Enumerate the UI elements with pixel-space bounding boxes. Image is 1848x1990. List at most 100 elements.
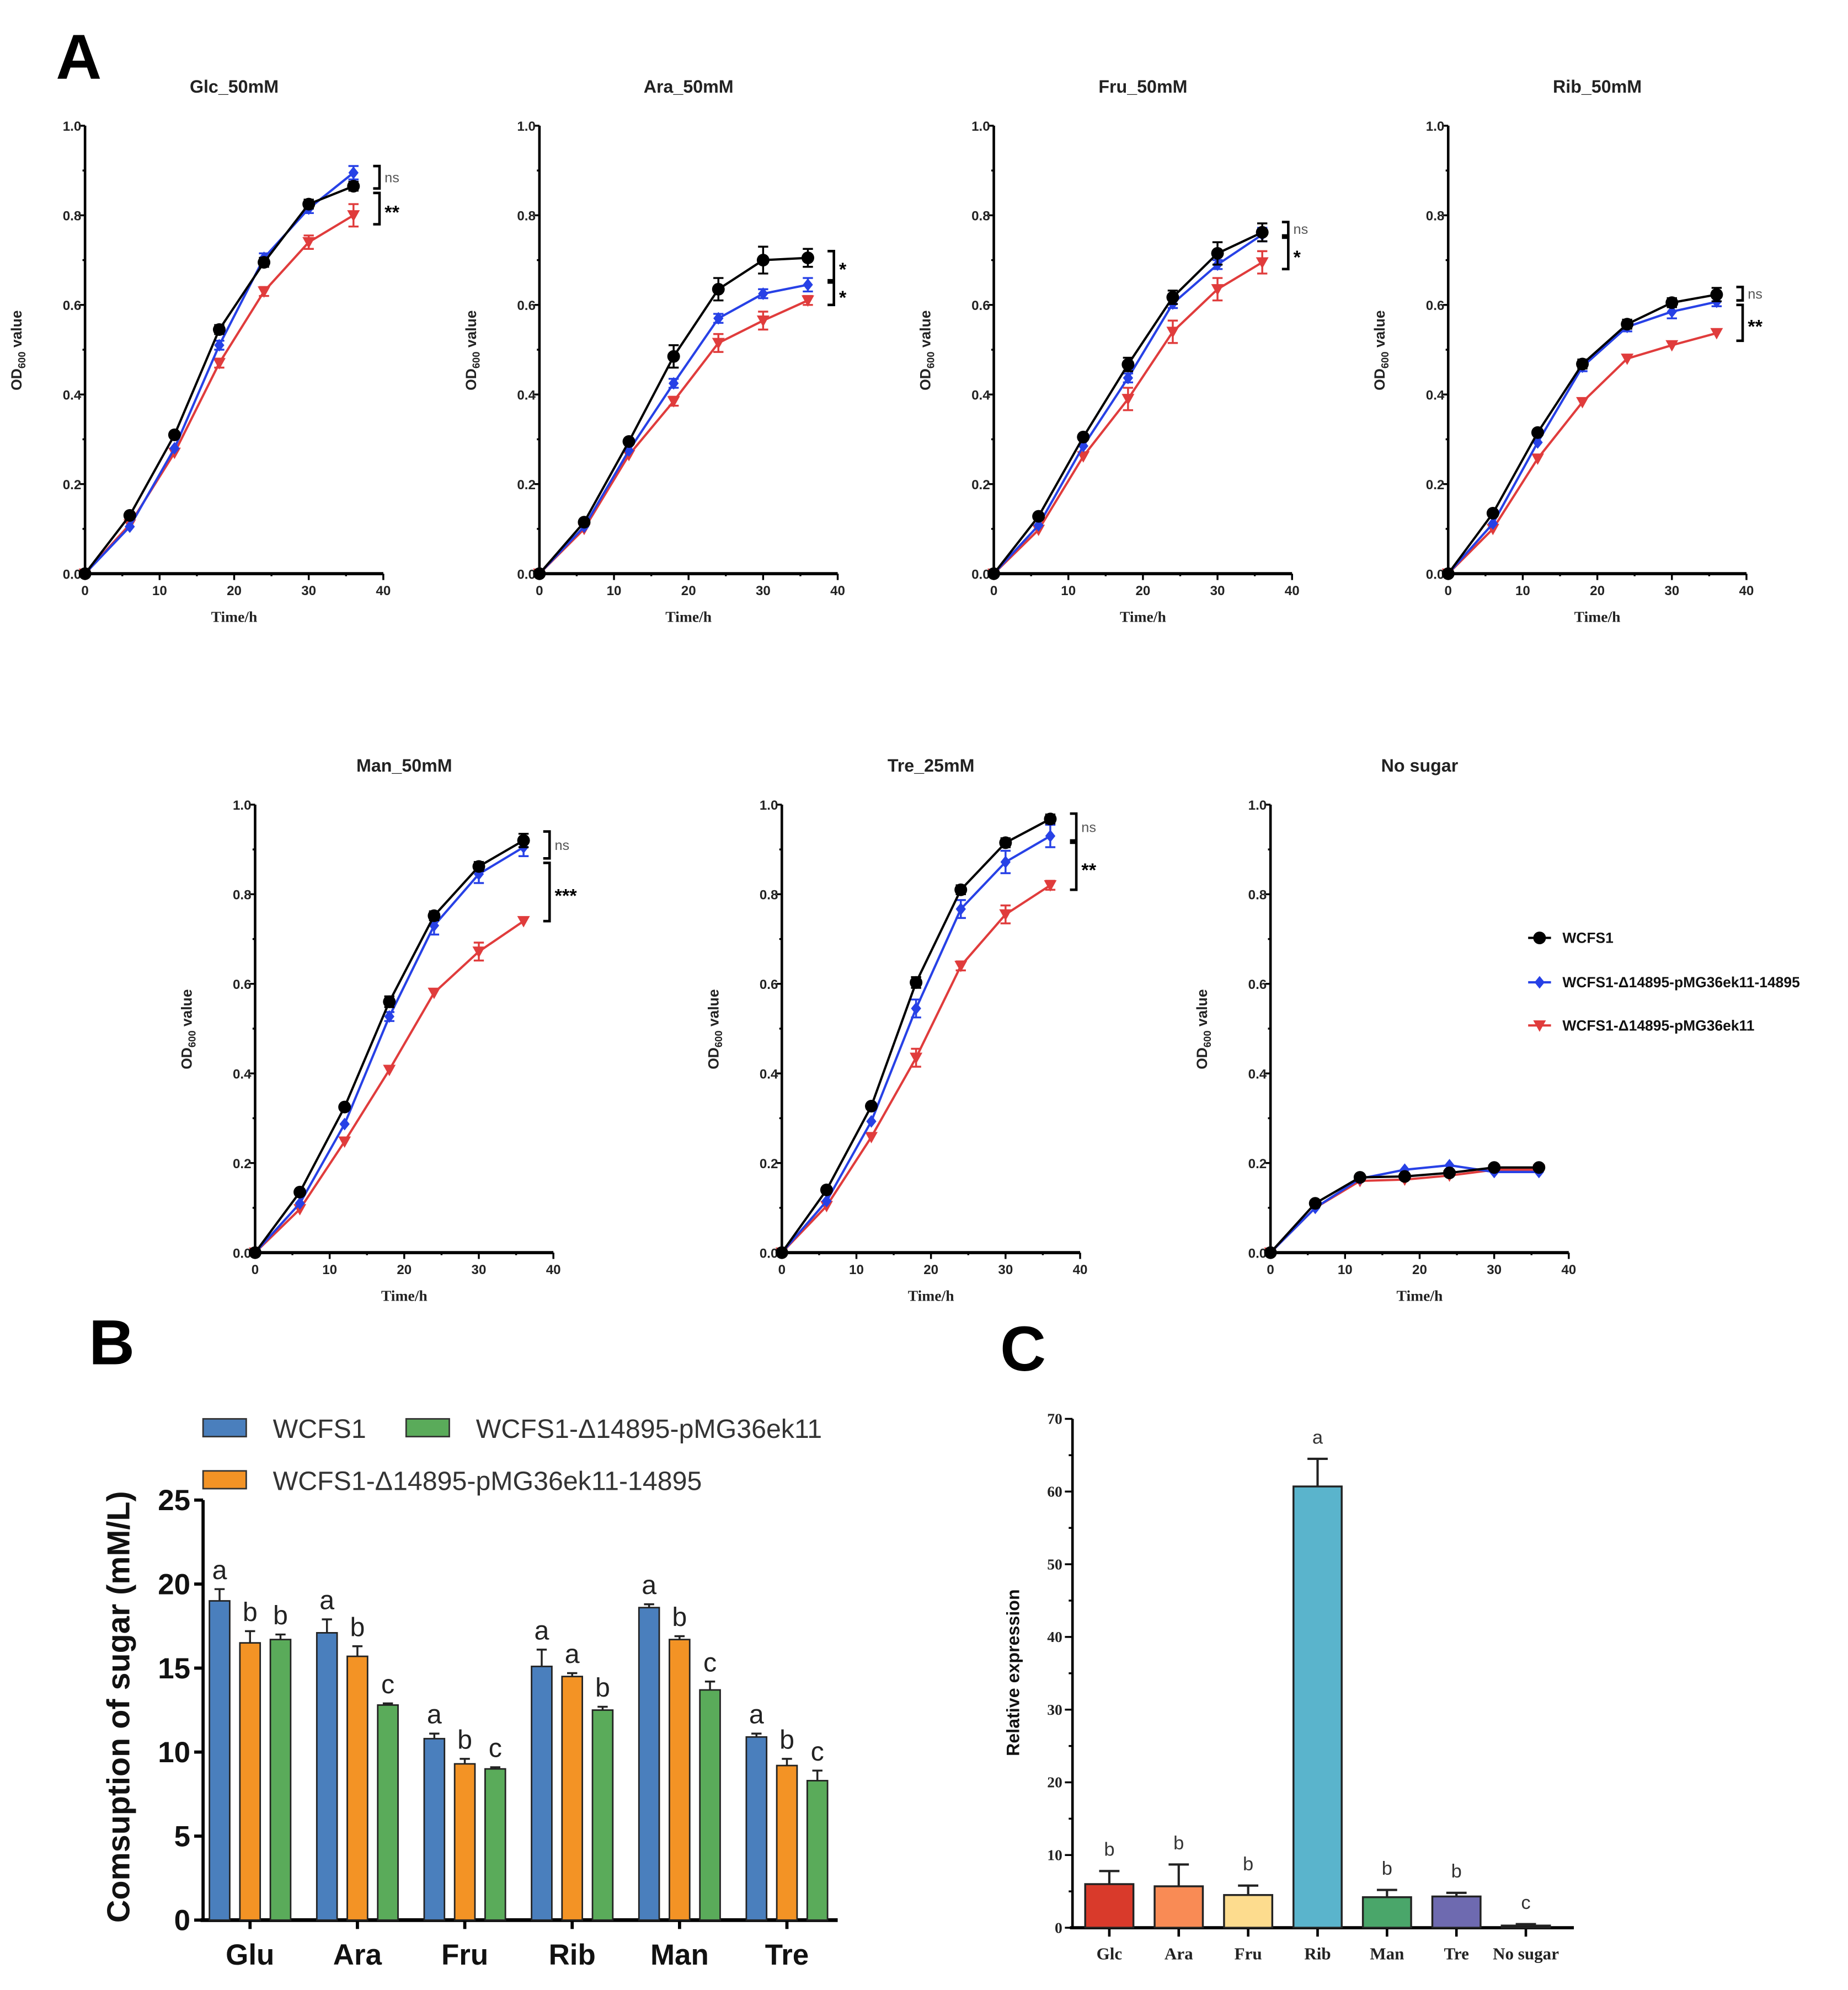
y-tick-label: 0.8	[1426, 209, 1445, 224]
chart-title: Fru_50mM	[1098, 77, 1187, 97]
marker-circle	[1665, 296, 1679, 309]
marker-circle	[383, 995, 396, 1008]
x-tick-label: 0	[252, 1263, 259, 1277]
bar	[316, 1632, 338, 1921]
marker-circle	[533, 567, 546, 580]
series-line	[538, 283, 808, 575]
x-axis-label: Time/h	[1397, 1287, 1443, 1304]
x-tick-label: 30	[1664, 584, 1679, 598]
category-label: Man	[1370, 1944, 1404, 1964]
marker-circle	[1532, 1161, 1546, 1174]
marker-circle	[865, 1099, 878, 1112]
marker-circle	[212, 323, 226, 336]
y-axis-label-subscript: 600	[16, 351, 28, 368]
x-tick-label: 30	[756, 584, 771, 598]
error-bar	[275, 1633, 286, 1640]
significance-letter: c	[1521, 1892, 1530, 1913]
y-tick-label: 0.8	[233, 888, 252, 903]
y-tick-label: 5	[174, 1820, 190, 1853]
marker-diamond	[821, 1195, 832, 1208]
significance-letter: b	[1382, 1858, 1392, 1879]
y-axis-label-rest: value	[1194, 989, 1210, 1030]
y-axis-label-subscript: 600	[713, 1030, 724, 1047]
significance-letter: a	[427, 1700, 442, 1730]
panel-label-c: C	[1000, 1314, 1046, 1384]
x-tick-label: 20	[1135, 584, 1150, 598]
significance-letter: b	[595, 1673, 610, 1703]
bar	[531, 1665, 553, 1921]
x-tick-label: 30	[1210, 584, 1225, 598]
error-bar	[1376, 1889, 1397, 1897]
marker-circle	[1486, 506, 1499, 520]
y-tick-label: 0.2	[517, 478, 536, 493]
marker-circle	[168, 428, 181, 441]
error-bar	[460, 1758, 470, 1764]
category-label: Ara	[1165, 1944, 1193, 1964]
bar	[1223, 1894, 1274, 1929]
bar	[669, 1639, 691, 1921]
marker-circle	[1032, 510, 1045, 523]
marker-triangle-down	[910, 1052, 923, 1064]
y-axis-label-subscript: 600	[925, 351, 936, 368]
y-tick-label: 0.8	[63, 209, 82, 224]
marker-circle	[667, 350, 680, 363]
marker-triangle-down	[1710, 328, 1723, 340]
error-bar	[245, 1630, 255, 1643]
marker-triangle-down	[1256, 257, 1269, 269]
x-axis-label: Time/h	[1120, 608, 1166, 625]
marker-triangle-down	[756, 315, 770, 327]
significance-letter: b	[1451, 1861, 1462, 1882]
y-tick-label: 0.4	[760, 1067, 778, 1082]
marker-circle	[347, 180, 360, 193]
y-axis-label-main: OD	[917, 368, 934, 390]
x-tick-label: 10	[322, 1263, 337, 1277]
y-axis-label: OD600 value	[178, 989, 197, 1069]
y-tick-label: 1.0	[971, 119, 990, 134]
marker-circle	[517, 834, 530, 847]
marker-triangle-down	[1621, 354, 1634, 365]
series-2	[248, 916, 530, 1259]
significance-letter: a	[565, 1639, 580, 1669]
legend-label: WCFS1-Δ14895-pMG36ek11	[1562, 1017, 1754, 1034]
marker-triangle-down	[801, 295, 814, 307]
x-tick-label: 30	[472, 1263, 487, 1277]
y-tick-label: 0.4	[233, 1067, 252, 1082]
error-bar	[812, 1769, 822, 1781]
marker-circle	[1443, 1166, 1456, 1180]
marker-diamond	[866, 1115, 877, 1128]
marker-circle	[910, 976, 923, 989]
x-axis-label: Time/h	[381, 1287, 428, 1304]
marker-triangle-down	[865, 1132, 878, 1144]
y-tick-label: 0.8	[1248, 888, 1267, 903]
y-tick-label: 0.8	[971, 209, 990, 224]
y-tick-label: 10	[1047, 1847, 1062, 1864]
y-tick-label: 1.0	[1426, 119, 1445, 134]
y-tick-label: 25	[158, 1484, 190, 1517]
marker-circle	[1353, 1171, 1366, 1184]
significance-label: ns	[1748, 287, 1762, 302]
legend-swatch	[405, 1418, 450, 1438]
x-axis-label: Time/h	[1574, 608, 1621, 625]
x-tick-label: 10	[152, 584, 167, 598]
y-axis-label-main: OD	[463, 368, 479, 390]
y-tick-label: 0.0	[1248, 1246, 1267, 1261]
y-axis-label-rest: value	[8, 311, 25, 352]
y-axis-label: Relative expression	[1003, 1589, 1023, 1756]
error-bar	[782, 1758, 792, 1766]
significance-letter: b	[1243, 1854, 1253, 1875]
x-axis-label: Time/h	[211, 608, 258, 625]
x-tick-label: 0	[1445, 584, 1452, 598]
significance-bracket	[1281, 221, 1290, 237]
panel-label-a: A	[56, 22, 102, 93]
bar	[346, 1655, 368, 1921]
y-axis-label-rest: value	[178, 989, 195, 1030]
significance-bracket	[1736, 303, 1744, 343]
marker-triangle-down	[999, 909, 1012, 921]
error-bar	[704, 1680, 715, 1690]
x-tick-label: 10	[849, 1263, 864, 1277]
significance-bracket	[373, 191, 381, 226]
y-axis-label: OD600 value	[917, 311, 937, 390]
significance-letter: b	[1104, 1839, 1114, 1860]
series-2	[987, 250, 1269, 580]
marker-triangle-down	[1576, 397, 1589, 409]
